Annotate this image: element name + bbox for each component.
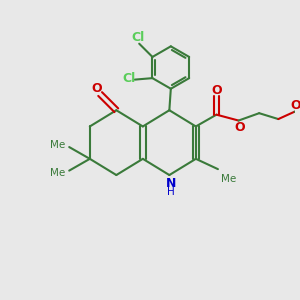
Text: Me: Me	[50, 140, 66, 150]
Text: Me: Me	[50, 168, 66, 178]
Text: O: O	[234, 121, 245, 134]
Text: Cl: Cl	[131, 31, 144, 44]
Text: N: N	[166, 177, 176, 190]
Text: O: O	[290, 99, 300, 112]
Text: H: H	[167, 187, 175, 197]
Text: Cl: Cl	[122, 72, 136, 85]
Text: O: O	[211, 84, 222, 97]
Text: O: O	[91, 82, 102, 95]
Text: Me: Me	[221, 174, 237, 184]
